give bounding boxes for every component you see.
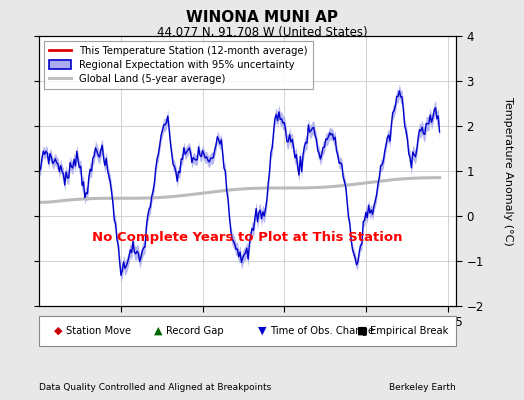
Text: No Complete Years to Plot at This Station: No Complete Years to Plot at This Statio… [92,231,403,244]
Text: ■: ■ [357,326,367,336]
Text: ▼: ▼ [258,326,266,336]
FancyBboxPatch shape [39,316,456,346]
Text: Station Move: Station Move [67,326,132,336]
Text: Time of Obs. Change: Time of Obs. Change [270,326,375,336]
Y-axis label: Temperature Anomaly (°C): Temperature Anomaly (°C) [503,97,513,245]
Text: Empirical Break: Empirical Break [370,326,449,336]
Legend: This Temperature Station (12-month average), Regional Expectation with 95% uncer: This Temperature Station (12-month avera… [45,41,313,89]
Text: 44.077 N, 91.708 W (United States): 44.077 N, 91.708 W (United States) [157,26,367,39]
Text: WINONA MUNI AP: WINONA MUNI AP [186,10,338,25]
Text: Data Quality Controlled and Aligned at Breakpoints: Data Quality Controlled and Aligned at B… [39,383,271,392]
Text: ▲: ▲ [154,326,162,336]
Text: ◆: ◆ [54,326,62,336]
Text: Record Gap: Record Gap [166,326,224,336]
Text: Berkeley Earth: Berkeley Earth [389,383,456,392]
